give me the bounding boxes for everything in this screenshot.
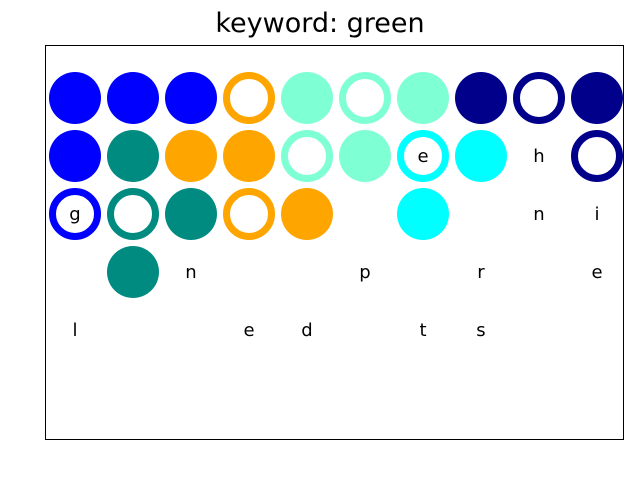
solid-token [571,72,623,124]
solid-token [397,72,449,124]
solid-token [455,130,507,182]
ring-token [107,188,159,240]
cell-letter: h [533,146,544,167]
solid-token [165,130,217,182]
grid-cell[interactable]: p [359,262,370,283]
ring-token [281,130,333,182]
solid-token [339,130,391,182]
grid-cell[interactable] [107,72,159,124]
grid-cell[interactable] [281,130,333,182]
grid-cell[interactable]: g [49,188,101,240]
solid-token [107,72,159,124]
grid-cell[interactable]: t [419,320,426,341]
grid-cell[interactable]: e [243,320,254,341]
grid-cell[interactable] [571,130,623,182]
solid-token [107,130,159,182]
cell-letter: n [185,262,196,283]
grid-cell[interactable] [165,188,217,240]
cell-letter: d [301,320,312,341]
grid-cell[interactable]: e [591,262,602,283]
puzzle-title: keyword: green [215,8,425,39]
grid-cell[interactable] [455,72,507,124]
grid-cell[interactable]: e [397,130,449,182]
grid-cell[interactable]: i [594,204,599,225]
cell-letter: e [417,146,428,167]
ring-token [223,188,275,240]
grid-cell[interactable] [107,246,159,298]
grid-cell[interactable]: n [533,204,544,225]
grid-cell[interactable] [455,130,507,182]
cell-letter: r [477,262,485,283]
solid-token [49,72,101,124]
cell-letter: n [533,204,544,225]
cell-letter: e [243,320,254,341]
grid-cell[interactable] [281,72,333,124]
ring-token [223,72,275,124]
grid-cell[interactable] [397,188,449,240]
grid-cell[interactable] [223,130,275,182]
cell-letter: p [359,262,370,283]
cell-letter: l [72,320,77,341]
solid-token [223,130,275,182]
solid-token [49,130,101,182]
cell-letter: g [69,204,80,225]
grid-cell[interactable]: h [533,146,544,167]
solid-token [397,188,449,240]
cell-letter: t [419,320,426,341]
grid-cell[interactable]: n [185,262,196,283]
grid-cell[interactable] [165,72,217,124]
grid-cell[interactable] [49,130,101,182]
solid-token [455,72,507,124]
grid-cell[interactable] [49,72,101,124]
grid-cell[interactable]: d [301,320,312,341]
grid-cell[interactable] [281,188,333,240]
grid-cell[interactable] [397,72,449,124]
cell-letter: e [591,262,602,283]
game-board [45,45,624,440]
grid-cell[interactable] [107,188,159,240]
ring-token [513,72,565,124]
grid-cell[interactable] [513,72,565,124]
grid-cell[interactable] [223,72,275,124]
ring-token [571,130,623,182]
ring-token [49,188,101,240]
grid-cell[interactable]: l [72,320,77,341]
solid-token [281,188,333,240]
cell-letter: s [476,320,485,341]
grid-cell[interactable] [339,72,391,124]
solid-token [107,246,159,298]
grid-cell[interactable]: s [476,320,485,341]
grid-cell[interactable] [107,130,159,182]
grid-cell[interactable] [571,72,623,124]
solid-token [165,72,217,124]
grid-cell[interactable]: r [477,262,485,283]
grid-cell[interactable] [339,130,391,182]
ring-token [339,72,391,124]
grid-cell[interactable] [165,130,217,182]
solid-token [281,72,333,124]
solid-token [165,188,217,240]
ring-token [397,130,449,182]
cell-letter: i [594,204,599,225]
grid-cell[interactable] [223,188,275,240]
